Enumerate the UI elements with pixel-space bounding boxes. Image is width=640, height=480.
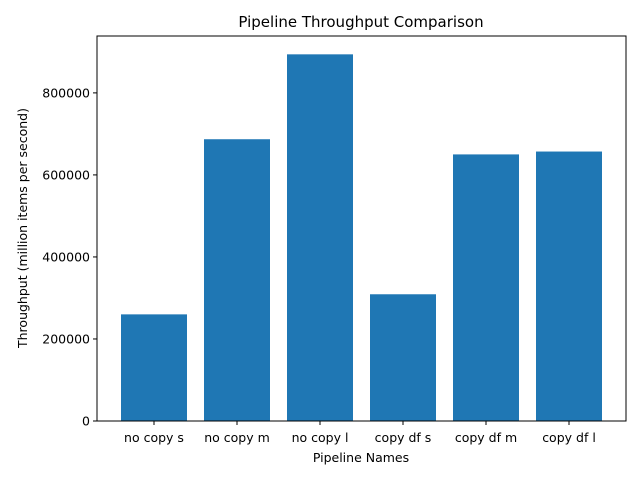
x-axis-ticks: no copy s no copy m no copy l copy df s copy… xyxy=(124,421,596,445)
chart-title: Pipeline Throughput Comparison xyxy=(238,13,483,31)
y-axis-ticks: 0 200000 400000 600000 800000 xyxy=(42,85,97,429)
x-tick-label: no copy l xyxy=(292,430,349,445)
bars-group xyxy=(121,54,602,421)
bar-no-copy-m xyxy=(204,139,270,421)
bar-copy-df-s xyxy=(370,294,436,421)
x-tick-label: no copy m xyxy=(204,430,270,445)
x-tick-label: copy df s xyxy=(375,430,432,445)
bar-copy-df-m xyxy=(453,154,519,421)
y-tick-label: 800000 xyxy=(42,85,90,100)
bar-copy-df-l xyxy=(536,151,602,421)
y-tick-label: 600000 xyxy=(42,167,90,182)
x-tick-label: copy df l xyxy=(542,430,596,445)
y-tick-label: 0 xyxy=(82,414,90,429)
bar-no-copy-s xyxy=(121,314,187,421)
x-tick-label: no copy s xyxy=(124,430,184,445)
plot-frame xyxy=(96,35,627,422)
y-tick-label: 200000 xyxy=(42,331,90,346)
y-axis-label: Throughput (million items per second) xyxy=(15,108,30,349)
bar-no-copy-l xyxy=(287,54,353,421)
x-axis-label: Pipeline Names xyxy=(313,450,409,465)
y-tick-label: 400000 xyxy=(42,249,90,264)
x-tick-label: copy df m xyxy=(455,430,517,445)
